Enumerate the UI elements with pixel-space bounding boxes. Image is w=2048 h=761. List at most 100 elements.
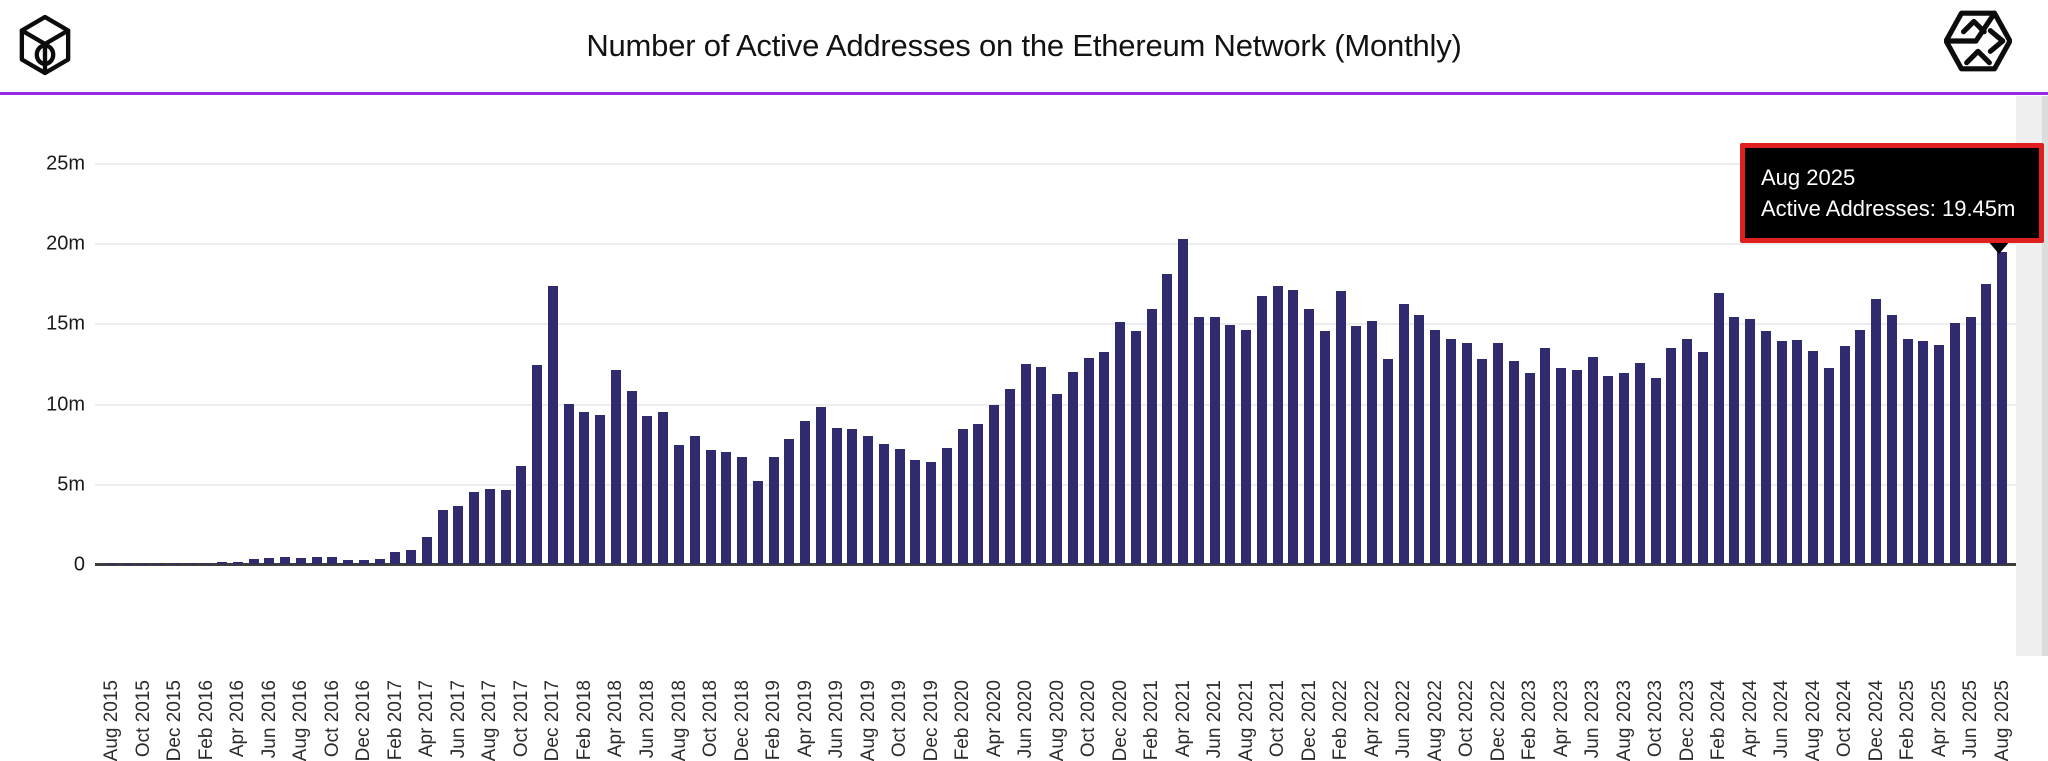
bar-dec-2016[interactable]	[359, 560, 369, 565]
bar-oct-2016[interactable]	[327, 557, 337, 564]
bar-jan-2023[interactable]	[1509, 361, 1519, 564]
bar-feb-2025[interactable]	[1903, 339, 1913, 564]
bar-mar-2018[interactable]	[595, 415, 605, 564]
bar-jan-2022[interactable]	[1320, 331, 1330, 564]
bar-feb-2022[interactable]	[1336, 291, 1346, 564]
bar-jun-2018[interactable]	[642, 416, 652, 564]
bar-mar-2025[interactable]	[1918, 341, 1928, 564]
bar-oct-2017[interactable]	[516, 466, 526, 564]
bar-jan-2019[interactable]	[753, 481, 763, 564]
bar-aug-2016[interactable]	[296, 558, 306, 564]
bar-sep-2023[interactable]	[1635, 363, 1645, 564]
bar-jul-2022[interactable]	[1414, 315, 1424, 564]
bar-nov-2015[interactable]	[154, 564, 164, 565]
bar-sep-2022[interactable]	[1446, 339, 1456, 564]
bar-jun-2019[interactable]	[832, 428, 842, 564]
bar-may-2023[interactable]	[1572, 370, 1582, 564]
bar-feb-2023[interactable]	[1525, 373, 1535, 564]
bar-aug-2022[interactable]	[1430, 330, 1440, 564]
bar-sep-2020[interactable]	[1068, 372, 1078, 564]
bar-jul-2025[interactable]	[1981, 284, 1991, 564]
bar-feb-2017[interactable]	[390, 552, 400, 564]
bar-dec-2017[interactable]	[548, 286, 558, 564]
bar-nov-2022[interactable]	[1477, 359, 1487, 564]
bar-may-2019[interactable]	[816, 407, 826, 564]
bar-may-2021[interactable]	[1194, 317, 1204, 564]
bar-jul-2016[interactable]	[280, 557, 290, 564]
bar-nov-2021[interactable]	[1288, 290, 1298, 564]
bar-apr-2022[interactable]	[1367, 321, 1377, 564]
bar-sep-2016[interactable]	[312, 557, 322, 564]
bar-feb-2021[interactable]	[1147, 309, 1157, 564]
bar-sep-2024[interactable]	[1824, 368, 1834, 565]
bar-jan-2018[interactable]	[564, 404, 574, 564]
bar-sep-2015[interactable]	[123, 564, 133, 565]
bar-jun-2025[interactable]	[1966, 317, 1976, 564]
bar-apr-2025[interactable]	[1934, 345, 1944, 564]
bar-jul-2019[interactable]	[847, 429, 857, 564]
bar-mar-2017[interactable]	[406, 550, 416, 564]
bar-mar-2024[interactable]	[1729, 317, 1739, 564]
bar-dec-2018[interactable]	[737, 457, 747, 564]
bar-dec-2023[interactable]	[1682, 339, 1692, 564]
bar-apr-2020[interactable]	[989, 405, 999, 564]
bar-nov-2020[interactable]	[1099, 352, 1109, 564]
bar-feb-2018[interactable]	[579, 412, 589, 564]
bar-aug-2021[interactable]	[1241, 330, 1251, 564]
bar-jan-2017[interactable]	[375, 559, 385, 564]
bar-apr-2019[interactable]	[800, 421, 810, 564]
bar-jun-2023[interactable]	[1588, 357, 1598, 564]
bar-sep-2017[interactable]	[501, 490, 511, 564]
bar-may-2022[interactable]	[1383, 359, 1393, 564]
bar-dec-2021[interactable]	[1304, 309, 1314, 564]
bar-jun-2016[interactable]	[264, 558, 274, 564]
bar-may-2020[interactable]	[1005, 389, 1015, 564]
bar-nov-2024[interactable]	[1855, 330, 1865, 564]
bar-may-2025[interactable]	[1950, 323, 1960, 564]
bar-jan-2016[interactable]	[186, 563, 196, 564]
bar-apr-2018[interactable]	[611, 370, 621, 564]
bar-jun-2024[interactable]	[1777, 341, 1787, 564]
bar-jan-2021[interactable]	[1131, 331, 1141, 564]
bar-oct-2019[interactable]	[895, 449, 905, 564]
bar-aug-2025[interactable]	[1997, 252, 2007, 564]
bar-jun-2017[interactable]	[453, 506, 463, 565]
bar-dec-2022[interactable]	[1493, 343, 1503, 564]
bar-jul-2020[interactable]	[1036, 367, 1046, 564]
bar-jun-2021[interactable]	[1210, 317, 1220, 564]
bar-nov-2018[interactable]	[721, 452, 731, 564]
bar-sep-2018[interactable]	[690, 436, 700, 564]
bar-may-2016[interactable]	[249, 559, 259, 564]
bar-aug-2023[interactable]	[1619, 373, 1629, 564]
bar-nov-2016[interactable]	[343, 560, 353, 565]
bar-dec-2024[interactable]	[1871, 299, 1881, 564]
bar-apr-2021[interactable]	[1178, 239, 1188, 564]
bar-aug-2019[interactable]	[863, 436, 873, 564]
bar-mar-2019[interactable]	[784, 439, 794, 564]
bar-feb-2019[interactable]	[769, 457, 779, 565]
bar-aug-2018[interactable]	[674, 445, 684, 564]
bar-jan-2024[interactable]	[1698, 352, 1708, 564]
bar-mar-2022[interactable]	[1351, 326, 1361, 564]
bar-aug-2024[interactable]	[1808, 351, 1818, 564]
bar-oct-2023[interactable]	[1651, 378, 1661, 564]
bar-dec-2019[interactable]	[926, 462, 936, 564]
bar-feb-2024[interactable]	[1714, 293, 1724, 564]
bar-jul-2018[interactable]	[658, 412, 668, 564]
bar-oct-2021[interactable]	[1273, 286, 1283, 564]
bar-oct-2018[interactable]	[706, 450, 716, 564]
bar-jun-2022[interactable]	[1399, 304, 1409, 564]
bar-oct-2022[interactable]	[1462, 343, 1472, 564]
bar-mar-2023[interactable]	[1540, 348, 1550, 565]
bar-jan-2020[interactable]	[942, 448, 952, 564]
bar-feb-2016[interactable]	[201, 563, 211, 564]
bar-apr-2017[interactable]	[422, 537, 432, 564]
bar-jul-2021[interactable]	[1225, 325, 1235, 564]
bar-nov-2019[interactable]	[910, 460, 920, 564]
bar-sep-2019[interactable]	[879, 444, 889, 564]
bar-mar-2016[interactable]	[217, 562, 227, 564]
bar-aug-2017[interactable]	[485, 489, 495, 564]
bar-mar-2021[interactable]	[1162, 274, 1172, 564]
bar-jan-2025[interactable]	[1887, 315, 1897, 564]
bar-oct-2024[interactable]	[1840, 346, 1850, 564]
